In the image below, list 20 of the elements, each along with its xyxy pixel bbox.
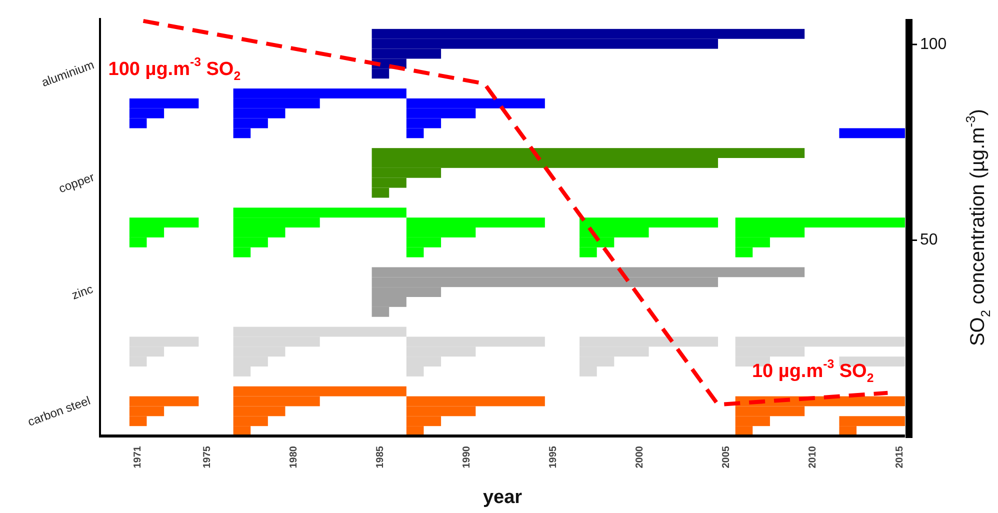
x-tick-label: 1995 <box>548 446 560 468</box>
x-tick-label: 1975 <box>202 446 213 468</box>
y-tick-label: carbon steel <box>26 393 92 429</box>
x-axis-title: year <box>482 487 523 508</box>
x-tick-label: 2005 <box>721 446 732 468</box>
x-tick-label: 2015 <box>894 446 906 468</box>
y-tick-label: 100 <box>920 36 947 53</box>
annotation: 100 µg.m$^{-3}$ SO$_{2}$ <box>108 54 241 83</box>
x-tick-label: 1985 <box>374 446 386 468</box>
x-tick-label: 2010 <box>808 446 819 468</box>
line-series <box>141 18 890 407</box>
y-tick-label: copper <box>56 170 96 196</box>
x-tick-label: 1990 <box>462 446 473 468</box>
x-tick-label: 1971 <box>132 446 144 468</box>
bar <box>839 128 905 138</box>
x-tick-label: 2000 <box>634 446 646 468</box>
y-tick-label: 50 <box>920 232 938 249</box>
y-tick-label: zinc <box>70 282 95 302</box>
x-tick-label: 1980 <box>288 446 300 468</box>
annotation: 10 µg.m$^{-3}$ SO$_{2}$ <box>752 356 874 385</box>
